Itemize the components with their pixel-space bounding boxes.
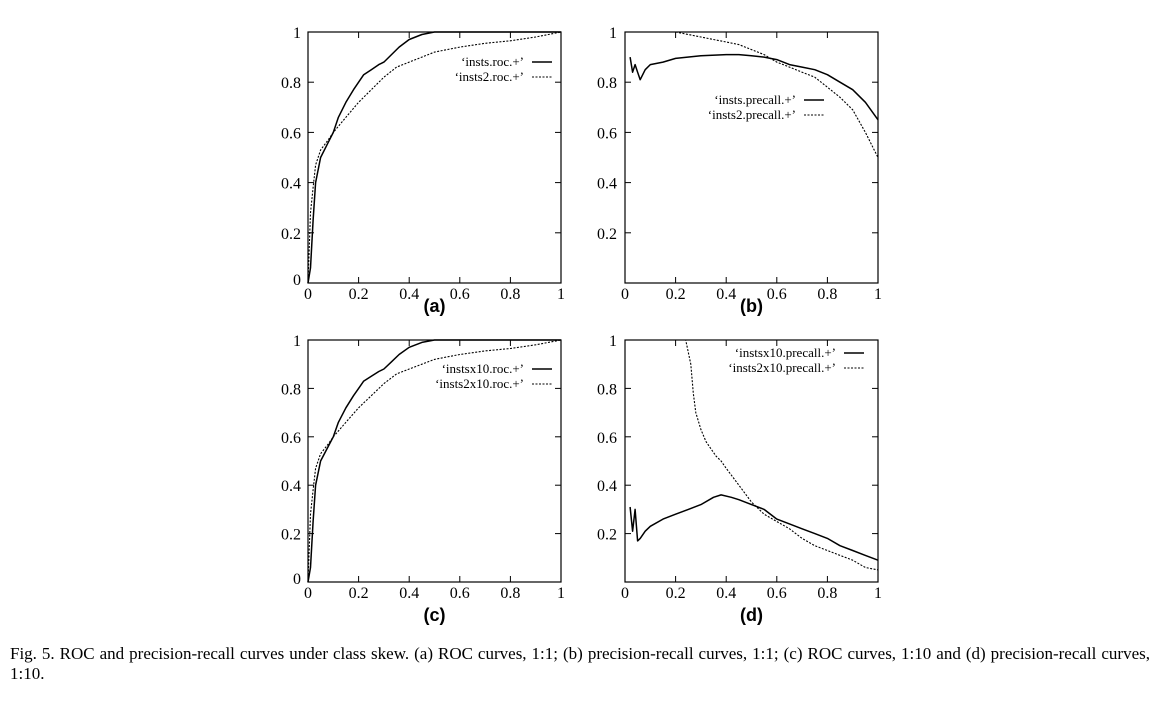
x-tick-label: 0 [304, 585, 312, 602]
x-tick-label: 0.6 [767, 286, 787, 303]
x-tick-label: 0.2 [666, 585, 686, 602]
series-line-2 [625, 339, 879, 571]
y-tick-label: 0.6 [597, 125, 617, 142]
figure-caption: Fig. 5. ROC and precision-recall curves … [10, 644, 1150, 683]
y-tick-label: 0.8 [281, 381, 301, 398]
y-tick-label: 1 [609, 333, 617, 350]
legend-label: ‘insts2.roc.+’ [455, 69, 524, 84]
y-tick-label: 0.8 [597, 75, 617, 92]
y-tick-label: 0.6 [597, 430, 617, 447]
y-tick-label: 0.4 [281, 478, 301, 495]
x-tick-label: 0.2 [349, 585, 369, 602]
y-tick-label: 0.4 [597, 176, 617, 193]
chart-a: 0 0.2 0.4 0.6 0.8 1 0 0.2 0.4 0.6 0.8 1 ‘insts.roc.+… [281, 25, 565, 316]
x-tick-label: 0.2 [349, 286, 369, 303]
panel-label: (c) [424, 605, 446, 625]
plot-frame [624, 31, 879, 284]
y-tick-label: 0.2 [281, 527, 301, 544]
legend-label: ‘insts2x10.precall.+’ [728, 360, 836, 375]
x-tick-label: 0.4 [399, 286, 419, 303]
chart-c: 0 0.2 0.4 0.6 0.8 1 0 0.2 0.4 0.6 0.8 1 ‘instsx10.ro… [281, 333, 565, 625]
x-tick-label: 0.4 [399, 585, 419, 602]
x-tick-label: 1 [557, 585, 565, 602]
x-tick-label: 0.6 [767, 585, 787, 602]
legend-label: ‘insts2.precall.+’ [708, 107, 796, 122]
x-tick-label: 0.2 [666, 286, 686, 303]
y-tick-label: 1 [293, 333, 301, 350]
legend-label: ‘instsx10.roc.+’ [442, 361, 524, 376]
legend-label: ‘insts.precall.+’ [714, 92, 796, 107]
y-tick-label: 0 [293, 571, 301, 588]
panel-label: (d) [740, 605, 763, 625]
series-line-1 [307, 31, 561, 284]
y-tick-label: 0.4 [597, 478, 617, 495]
y-tick-label: 0.2 [597, 226, 617, 243]
x-tick-label: 0.6 [450, 585, 470, 602]
panel-label: (a) [424, 296, 446, 316]
legend-label: ‘instsx10.precall.+’ [735, 345, 836, 360]
series-line-1 [629, 494, 879, 561]
x-tick-label: 1 [557, 286, 565, 303]
series-line-2 [307, 31, 562, 284]
x-tick-label: 1 [874, 286, 882, 303]
x-tick-label: 0.4 [716, 286, 736, 303]
x-tick-label: 0.8 [500, 286, 520, 303]
panel-label: (b) [740, 296, 763, 316]
x-tick-label: 0.8 [817, 585, 837, 602]
x-tick-label: 0.6 [450, 286, 470, 303]
x-tick-label: 0 [304, 286, 312, 303]
x-tick-label: 1 [874, 585, 882, 602]
y-tick-label: 0.8 [281, 75, 301, 92]
x-tick-label: 0.8 [500, 585, 520, 602]
series-line-2 [307, 339, 562, 583]
y-tick-label: 0.4 [281, 176, 301, 193]
x-tick-label: 0 [621, 585, 629, 602]
y-tick-label: 1 [293, 25, 301, 42]
series-line-1 [629, 53, 879, 121]
y-tick-label: 0.6 [281, 125, 301, 142]
series-line-2 [630, 31, 879, 158]
y-tick-label: 0 [293, 272, 301, 289]
y-tick-label: 0.2 [597, 527, 617, 544]
legend-label: ‘insts.roc.+’ [461, 54, 524, 69]
y-tick-label: 0.6 [281, 430, 301, 447]
chart-b: 0 0.2 0.4 0.6 0.8 1 0.2 0.4 0.6 0.8 1 ‘insts.precal… [597, 25, 882, 316]
x-tick-label: 0.4 [716, 585, 736, 602]
plot-frame [624, 339, 879, 583]
y-tick-label: 0.8 [597, 381, 617, 398]
x-tick-label: 0.8 [817, 286, 837, 303]
y-tick-label: 0.2 [281, 226, 301, 243]
x-tick-label: 0 [621, 286, 629, 303]
y-tick-label: 1 [609, 25, 617, 42]
series-line-1 [307, 339, 561, 583]
chart-d: 0 0.2 0.4 0.6 0.8 1 0.2 0.4 0.6 0.8 1 ‘instsx10.pre… [597, 333, 882, 625]
figure: 0 0.2 0.4 0.6 0.8 1 0 0.2 0.4 0.6 0.8 1 ‘insts.roc.+… [281, 25, 882, 625]
legend-label: ‘insts2x10.roc.+’ [435, 376, 524, 391]
